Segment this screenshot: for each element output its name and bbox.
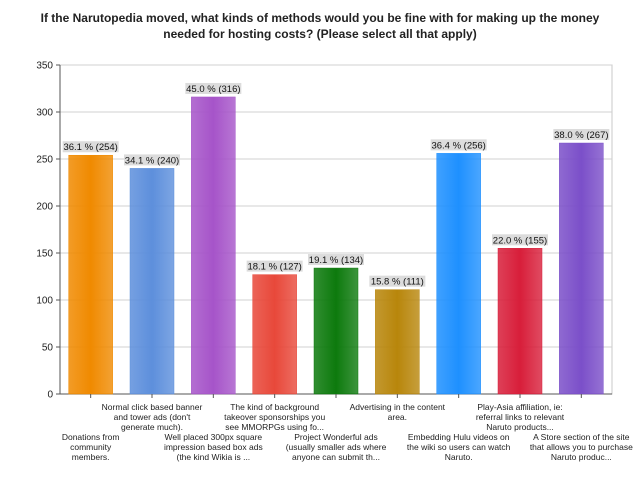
y-tick-label: 250 bbox=[36, 155, 53, 166]
bar bbox=[436, 153, 481, 395]
bar bbox=[191, 96, 236, 395]
data-label-bg bbox=[369, 275, 426, 287]
data-label: 22.0 % (155) bbox=[493, 235, 547, 246]
bar bbox=[375, 289, 420, 395]
y-tick-label: 100 bbox=[36, 296, 53, 307]
y-tick-label: 200 bbox=[36, 202, 53, 213]
bar bbox=[497, 248, 543, 395]
data-label: 18.1 % (127) bbox=[247, 262, 301, 273]
x-tick-label: Project Wonderful ads (usually smaller a… bbox=[285, 432, 387, 462]
bar bbox=[252, 274, 297, 395]
data-label: 45.0 % (316) bbox=[186, 84, 240, 95]
data-label: 38.0 % (267) bbox=[554, 130, 608, 141]
data-label-bg bbox=[430, 139, 487, 151]
data-label: 19.1 % (134) bbox=[309, 255, 363, 266]
x-tick-label: Well placed 300px square impression base… bbox=[163, 432, 263, 462]
x-tick-label: Normal click based banner and tower ads … bbox=[101, 402, 203, 432]
data-label: 36.1 % (254) bbox=[63, 142, 117, 153]
data-label-bg bbox=[62, 141, 119, 153]
x-tick-label: The kind of background takeover sponsors… bbox=[224, 402, 326, 432]
data-label-bg bbox=[124, 154, 180, 166]
data-label-bg bbox=[185, 82, 242, 94]
data-label: 34.1 % (240) bbox=[125, 155, 179, 166]
chart-title: If the Narutopedia moved, what kinds of … bbox=[40, 11, 600, 41]
x-tick-label: Play-Asia affiliation, ie: referral link… bbox=[475, 402, 565, 432]
y-tick-label: 300 bbox=[36, 108, 53, 119]
y-tick-label: 0 bbox=[47, 390, 53, 401]
x-tick-label: Advertising in the content area. bbox=[349, 402, 446, 422]
data-label-bg bbox=[308, 254, 364, 266]
y-tick-label: 50 bbox=[42, 343, 54, 354]
bar bbox=[129, 168, 175, 395]
y-tick-label: 350 bbox=[36, 61, 53, 72]
y-tick-label: 150 bbox=[36, 249, 53, 260]
data-label-bg bbox=[246, 260, 303, 272]
data-label: 36.4 % (256) bbox=[431, 140, 485, 151]
x-tick-label: Donations from community members. bbox=[61, 432, 120, 462]
x-tick-label: A Store section of the site that allows … bbox=[529, 432, 633, 462]
data-label: 15.8 % (111) bbox=[371, 277, 424, 288]
data-label-bg bbox=[492, 234, 548, 246]
data-label-bg bbox=[553, 129, 610, 141]
bar bbox=[559, 142, 604, 395]
bar bbox=[313, 267, 359, 395]
x-tick-label: Embedding Hulu videos on the wiki so use… bbox=[406, 432, 511, 462]
bar bbox=[68, 154, 113, 395]
